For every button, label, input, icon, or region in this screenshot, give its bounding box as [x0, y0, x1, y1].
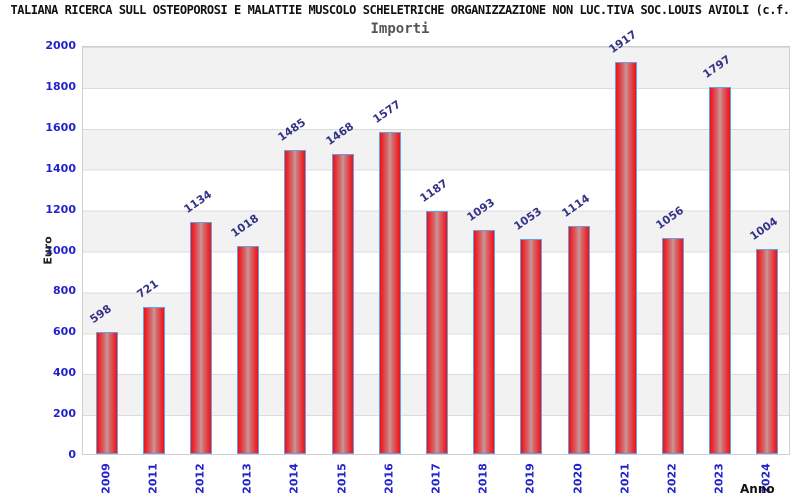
x-axis-title: Anno — [740, 482, 775, 496]
bar-2021 — [614, 62, 637, 454]
bar-value-label: 598 — [87, 302, 114, 326]
y-tick-1600: 1600 — [45, 120, 76, 134]
x-tick-2017: 2017 — [429, 463, 443, 494]
x-tick-2019: 2019 — [523, 463, 537, 494]
x-tick-2023: 2023 — [712, 463, 726, 494]
chart-title: TALIANA RICERCA SULL OSTEOPOROSI E MALAT… — [10, 3, 790, 17]
y-tick-200: 200 — [53, 407, 76, 421]
bar-value-label: 1577 — [370, 97, 403, 126]
bar-value-label: 1187 — [417, 176, 451, 205]
bar-2013 — [237, 246, 260, 454]
bar-value-label: 1468 — [323, 119, 356, 148]
plot-area: 598 721 1134 1018 1485 1468 1577 1187 1093 1053 11… — [82, 28, 790, 455]
bar-2019 — [520, 239, 543, 454]
bar-value-label: 1134 — [181, 187, 215, 216]
bar-value-label: 1114 — [559, 191, 592, 220]
x-tick-2021: 2021 — [618, 463, 632, 494]
y-tick-1000: 1000 — [45, 243, 76, 257]
bar-2020 — [567, 226, 590, 454]
bar-value-label: 1093 — [464, 195, 498, 224]
bar-2018 — [473, 230, 496, 454]
bar-value-label: 721 — [134, 277, 161, 301]
chart-subtitle: Importi — [370, 21, 430, 37]
bar-2024 — [756, 249, 779, 454]
x-tick-2020: 2020 — [571, 463, 585, 494]
bar-2017 — [426, 211, 448, 454]
bar-value-label: 1018 — [228, 211, 262, 240]
bar-2009 — [95, 332, 118, 454]
x-tick-2014: 2014 — [287, 463, 301, 494]
bar-2016 — [378, 132, 401, 454]
y-tick-1800: 1800 — [45, 79, 76, 93]
x-tick-2013: 2013 — [240, 463, 254, 494]
x-tick-2018: 2018 — [476, 463, 490, 494]
bar-2022 — [662, 238, 684, 454]
y-tick-600: 600 — [53, 325, 76, 339]
bar-2011 — [142, 307, 165, 454]
y-tick-800: 800 — [53, 284, 76, 298]
bar-value-label: 1797 — [700, 52, 734, 81]
y-tick-400: 400 — [53, 366, 76, 380]
y-tick-0: 0 — [68, 448, 76, 461]
y-axis-title: Euro — [41, 236, 55, 265]
bar-value-label: 1004 — [747, 214, 781, 243]
x-tick-2016: 2016 — [382, 463, 396, 494]
y-tick-2000: 2000 — [45, 39, 76, 52]
x-tick-2015: 2015 — [335, 463, 349, 494]
bar-2023 — [709, 87, 732, 454]
bar-value-label: 1056 — [653, 203, 687, 232]
bar-2012 — [190, 222, 212, 454]
bar-value-label: 1053 — [511, 204, 545, 233]
x-tick-2009: 2009 — [99, 463, 113, 494]
x-tick-2012: 2012 — [193, 463, 207, 494]
x-tick-2022: 2022 — [665, 463, 679, 494]
y-tick-1400: 1400 — [45, 161, 76, 175]
bar-value-label: 1485 — [275, 115, 309, 144]
y-tick-1200: 1200 — [45, 202, 76, 216]
bar-2014 — [284, 150, 307, 454]
bar-2015 — [331, 154, 354, 454]
x-tick-2011: 2011 — [146, 463, 160, 494]
